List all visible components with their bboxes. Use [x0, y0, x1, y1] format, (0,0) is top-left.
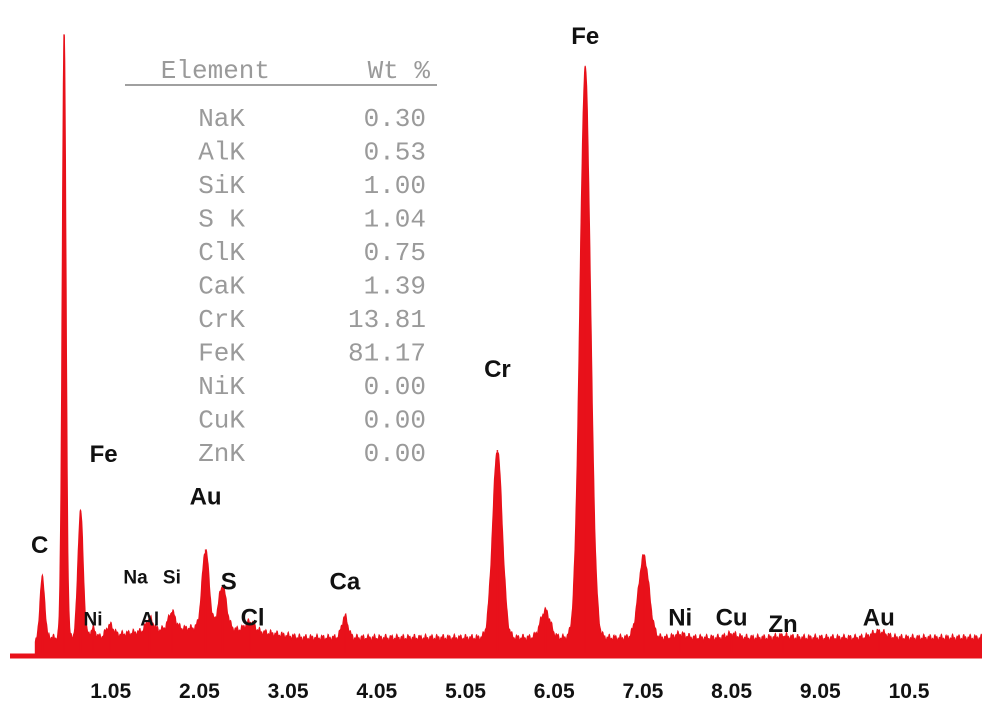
peak-label-fe: Fe — [571, 23, 599, 50]
x-tick-label: 10.5 — [889, 680, 930, 703]
peak-label-c: C — [31, 532, 48, 559]
x-tick-label: 5.05 — [445, 680, 486, 703]
table-cell-wt: 13.81 — [348, 305, 426, 335]
peak-label-ca: Ca — [330, 568, 361, 595]
table-cell-element: AlK — [198, 138, 245, 168]
table-cell-element: S K — [198, 205, 245, 235]
composition-table: Element Wt % NaK 0.30 AlK 0.53 SiK 1.00 S K 1.04 C… — [125, 56, 437, 469]
table-header-element: Element — [161, 56, 270, 86]
table-cell-element: CrK — [198, 305, 245, 335]
peak-label-au: Au — [863, 605, 895, 632]
table-cell-wt: 0.75 — [364, 238, 426, 268]
table-cell-wt: 81.17 — [348, 339, 426, 369]
peak-label-cu: Cu — [716, 605, 748, 632]
x-tick-label: 6.05 — [534, 680, 575, 703]
peak-label-cr: Cr — [484, 356, 511, 383]
spectrum-path — [34, 34, 982, 657]
x-axis: 1.05 2.05 3.05 4.05 5.05 6.05 7.05 8.05 9.05 10.5 — [90, 680, 929, 703]
table-header-wt: Wt % — [368, 56, 431, 86]
table-cell-wt: 0.00 — [364, 406, 426, 436]
peak-label-ni: Ni — [668, 605, 692, 632]
table-cell-element: FeK — [198, 339, 245, 369]
table-cell-element: CaK — [198, 272, 245, 302]
table-cell-element: NaK — [198, 104, 245, 134]
table-cell-wt: 1.04 — [364, 205, 426, 235]
table-cell-element: SiK — [198, 171, 245, 201]
peak-label-fe: Fe — [90, 441, 118, 468]
x-tick-label: 9.05 — [800, 680, 841, 703]
peak-label-s: S — [221, 568, 237, 595]
peak-label-au: Au — [190, 484, 222, 511]
table-cell-element: CuK — [198, 406, 245, 436]
peak-label-al: Al — [140, 610, 159, 631]
table-cell-wt: 0.53 — [364, 138, 426, 168]
peak-label-si: Si — [163, 567, 181, 588]
peak-label-na: Na — [123, 567, 148, 588]
table-cell-wt: 1.00 — [364, 171, 426, 201]
x-tick-label: 2.05 — [179, 680, 220, 703]
spectrum-area — [10, 34, 982, 659]
x-tick-label: 1.05 — [90, 680, 131, 703]
peak-label-cl: Cl — [241, 605, 265, 632]
table-cell-element: NiK — [198, 372, 245, 402]
peak-label-ni: Ni — [84, 610, 103, 631]
table-cell-wt: 0.00 — [364, 372, 426, 402]
table-cell-wt: 1.39 — [364, 272, 426, 302]
peak-labels: OFeCFeNiNaAlSiAuSClCaCrNiCuZnAu — [31, 23, 895, 638]
table-cell-element: ZnK — [198, 439, 245, 469]
x-tick-label: 8.05 — [711, 680, 752, 703]
x-tick-label: 3.05 — [268, 680, 309, 703]
table-cell-element: ClK — [198, 238, 245, 268]
table-cell-wt: 0.30 — [364, 104, 426, 134]
peak-label-zn: Zn — [768, 611, 797, 638]
x-tick-label: 4.05 — [356, 680, 397, 703]
x-tick-label: 7.05 — [622, 680, 663, 703]
table-cell-wt: 0.00 — [364, 439, 426, 469]
